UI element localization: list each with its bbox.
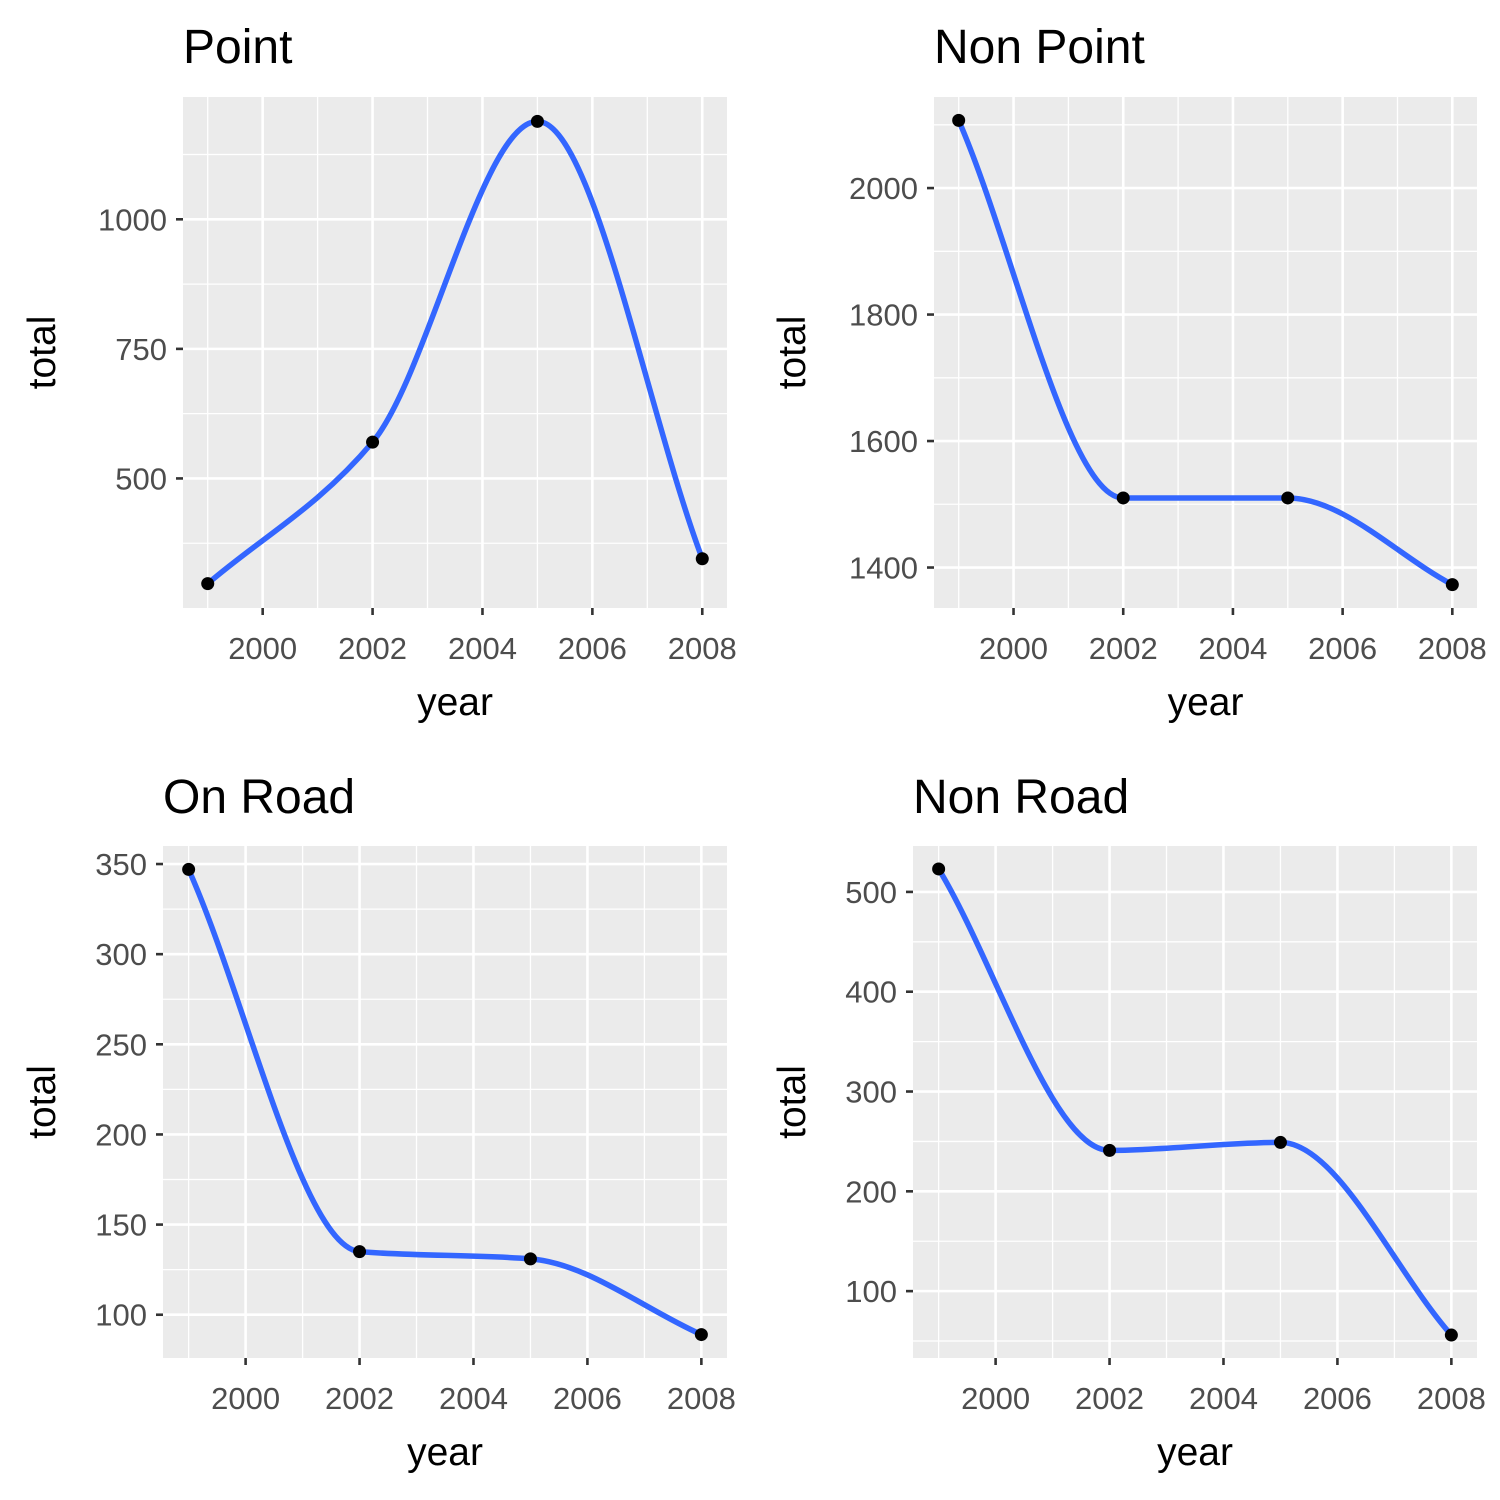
data-point: [1103, 1143, 1117, 1157]
x-tick-label: 2008: [667, 1381, 736, 1416]
panel-title: Non Point: [934, 21, 1145, 74]
data-point: [366, 435, 380, 449]
panel-point: 2000 2002 2004 2006 2008 500 750 1000 Point year t…: [21, 21, 737, 724]
y-tick-label: 350: [95, 847, 147, 882]
y-tick-label: 200: [95, 1117, 147, 1152]
y-tick-label: 2000: [849, 171, 918, 206]
x-tick-label: 2008: [668, 631, 737, 666]
x-axis-title: year: [1157, 1431, 1233, 1474]
y-tick-label: 150: [95, 1208, 147, 1243]
x-tick-label: 2000: [228, 631, 297, 666]
data-point: [1281, 491, 1295, 505]
x-tick-label: 2004: [439, 1381, 508, 1416]
panel-on-road: 2000 2002 2004 2006 2008 100 150 200 250 300 350 On…: [21, 771, 736, 1474]
y-tick-label: 1400: [849, 551, 918, 586]
x-tick-label: 2008: [1418, 631, 1487, 666]
data-point: [182, 862, 196, 876]
x-axis-title: year: [417, 681, 493, 724]
y-tick-label: 100: [95, 1298, 147, 1333]
data-point: [530, 114, 544, 128]
y-tick-label: 100: [845, 1274, 897, 1309]
data-point: [1445, 578, 1459, 592]
x-tick-label: 2002: [1089, 631, 1158, 666]
x-tick-label: 2000: [211, 1381, 280, 1416]
panel-title: On Road: [163, 771, 355, 824]
y-tick-label: 250: [95, 1027, 147, 1062]
data-point: [952, 113, 966, 127]
data-point: [695, 552, 709, 566]
y-tick-label: 1800: [849, 298, 918, 333]
y-tick-label: 300: [95, 937, 147, 972]
data-point: [1444, 1328, 1458, 1342]
data-point: [523, 1252, 537, 1266]
y-tick-label: 400: [845, 975, 897, 1010]
data-point: [201, 577, 215, 591]
plot-background: [913, 846, 1477, 1358]
smooth-line: [935, 866, 1455, 1338]
x-tick-label: 2002: [325, 1381, 394, 1416]
data-point: [694, 1328, 708, 1342]
y-axis-title: total: [21, 316, 64, 390]
y-axis-title: total: [21, 1065, 64, 1139]
x-tick-label: 2006: [553, 1381, 622, 1416]
y-axis-title: total: [771, 316, 814, 390]
x-tick-label: 2006: [1303, 1381, 1372, 1416]
y-tick-label: 500: [115, 461, 167, 496]
x-axis-title: year: [407, 1431, 483, 1474]
plot-background: [183, 97, 727, 608]
y-tick-label: 500: [845, 875, 897, 910]
data-point: [353, 1245, 367, 1259]
x-tick-label: 2002: [1075, 1381, 1144, 1416]
panel-title: Point: [183, 21, 292, 74]
panel-non-point: 2000 2002 2004 2006 2008 1400 1600 1800 2000 Non …: [771, 21, 1487, 724]
smooth-line: [204, 118, 706, 587]
panel-title: Non Road: [913, 771, 1129, 824]
data-point: [1116, 491, 1130, 505]
x-tick-label: 2004: [448, 631, 517, 666]
x-axis-title: year: [1168, 681, 1244, 724]
x-tick-label: 2004: [1198, 631, 1267, 666]
y-tick-label: 750: [115, 332, 167, 367]
y-tick-label: 1600: [849, 424, 918, 459]
x-tick-label: 2004: [1189, 1381, 1258, 1416]
panel-non-road: 2000 2002 2004 2006 2008 100 200 300 400 500 Non R…: [771, 771, 1486, 1474]
plot-background: [934, 97, 1477, 608]
x-tick-label: 2000: [961, 1381, 1030, 1416]
smooth-line: [185, 866, 705, 1338]
x-tick-label: 2006: [558, 631, 627, 666]
data-point: [932, 862, 946, 876]
x-tick-label: 2008: [1417, 1381, 1486, 1416]
smooth-line: [955, 117, 1456, 588]
x-tick-label: 2000: [979, 631, 1048, 666]
y-axis-title: total: [771, 1065, 814, 1139]
plot-background: [163, 846, 727, 1358]
data-point: [1273, 1135, 1287, 1149]
y-tick-label: 1000: [98, 202, 167, 237]
y-tick-label: 300: [845, 1075, 897, 1110]
x-tick-label: 2006: [1308, 631, 1377, 666]
y-tick-label: 200: [845, 1174, 897, 1209]
x-tick-label: 2002: [338, 631, 407, 666]
